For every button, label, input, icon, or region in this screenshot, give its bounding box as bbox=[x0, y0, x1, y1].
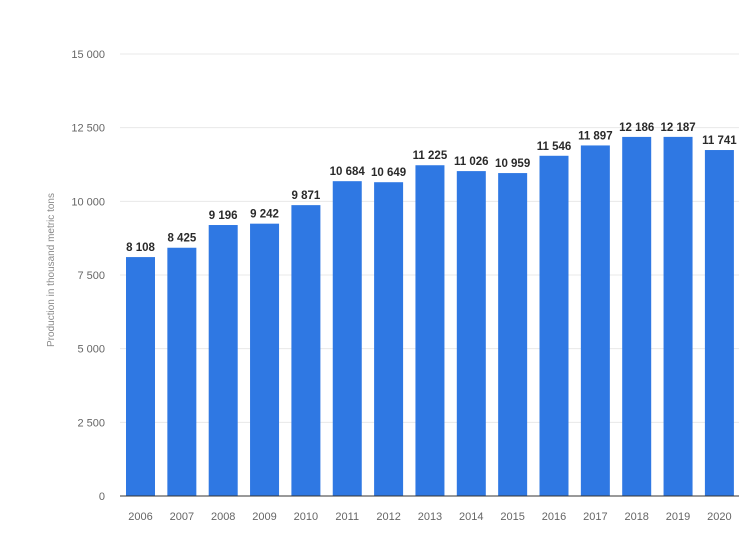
x-tick-label: 2009 bbox=[252, 511, 276, 523]
x-tick-label: 2017 bbox=[583, 511, 607, 523]
bar-value-label: 9 871 bbox=[292, 190, 321, 202]
x-tick-label: 2013 bbox=[418, 511, 442, 523]
bar bbox=[622, 136, 652, 497]
bar-value-label: 11 026 bbox=[454, 156, 489, 168]
bar bbox=[332, 181, 362, 496]
bar bbox=[539, 155, 569, 496]
bar-value-label: 8 425 bbox=[167, 233, 196, 245]
bar bbox=[208, 225, 238, 496]
bar-value-label: 12 187 bbox=[660, 122, 695, 134]
bars bbox=[126, 136, 734, 497]
x-tick-label: 2006 bbox=[128, 511, 152, 523]
bar-value-label: 9 196 bbox=[209, 210, 238, 222]
y-tick-label: 12 500 bbox=[71, 123, 105, 135]
y-tick-label: 5 000 bbox=[77, 344, 105, 356]
x-axis-tick-labels: 2006 2007 2008 2009 2010 2011 2012 2013 2014 2015… bbox=[128, 511, 731, 523]
bar bbox=[126, 257, 155, 496]
bar bbox=[374, 182, 404, 496]
bar bbox=[291, 205, 321, 496]
bar-value-label: 11 546 bbox=[537, 141, 572, 153]
bar bbox=[456, 171, 486, 496]
y-tick-label: 2 500 bbox=[77, 417, 105, 429]
bar bbox=[580, 145, 610, 496]
bar-value-label: 10 649 bbox=[371, 167, 406, 179]
y-axis-tick-labels: 0 2 500 5 000 7 500 10 000 12 500 15 000 bbox=[71, 49, 105, 503]
x-tick-label: 2016 bbox=[542, 511, 566, 523]
bar-value-label: 10 959 bbox=[495, 158, 530, 170]
x-tick-label: 2018 bbox=[624, 511, 648, 523]
bar bbox=[498, 173, 528, 496]
x-tick-label: 2008 bbox=[211, 511, 235, 523]
bar bbox=[415, 165, 445, 497]
bar-value-labels: 8 108 8 425 9 196 9 242 9 871 10 684 10 649 11 … bbox=[126, 122, 737, 254]
bar-value-label: 11 741 bbox=[702, 135, 737, 147]
bar bbox=[663, 136, 693, 496]
x-tick-label: 2011 bbox=[335, 511, 359, 523]
bar-value-label: 11 225 bbox=[413, 150, 448, 162]
y-tick-label: 10 000 bbox=[71, 196, 105, 208]
x-tick-label: 2014 bbox=[459, 511, 483, 523]
y-tick-label: 15 000 bbox=[71, 49, 105, 61]
bar bbox=[704, 150, 734, 496]
bar-value-label: 9 242 bbox=[250, 209, 279, 221]
y-axis-label: Production in thousand metric tons bbox=[46, 193, 57, 347]
x-tick-label: 2019 bbox=[666, 511, 690, 523]
bar-value-label: 10 684 bbox=[330, 166, 366, 178]
bar-value-label: 8 108 bbox=[126, 242, 155, 254]
x-tick-label: 2012 bbox=[376, 511, 400, 523]
x-tick-label: 2010 bbox=[294, 511, 318, 523]
bar-value-label: 11 897 bbox=[578, 130, 613, 142]
y-tick-label: 7 500 bbox=[77, 270, 105, 282]
x-tick-label: 2007 bbox=[170, 511, 194, 523]
bar bbox=[167, 247, 197, 496]
x-tick-label: 2020 bbox=[707, 511, 731, 523]
y-tick-label: 0 bbox=[99, 491, 105, 503]
bar-value-label: 12 186 bbox=[619, 122, 654, 134]
x-tick-label: 2015 bbox=[500, 511, 524, 523]
bar bbox=[250, 223, 280, 497]
